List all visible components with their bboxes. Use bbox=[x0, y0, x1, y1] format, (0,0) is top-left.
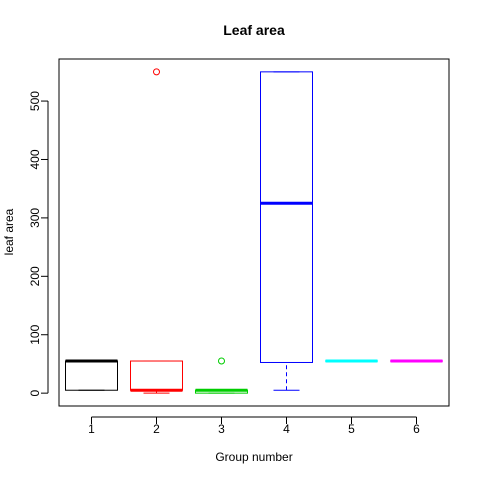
box-group-3 bbox=[195, 357, 248, 394]
box-series bbox=[65, 68, 443, 394]
y-tick-label: 100 bbox=[28, 324, 42, 344]
x-tick-label: 2 bbox=[153, 422, 160, 436]
x-tick-label: 1 bbox=[88, 422, 95, 436]
outlier-point bbox=[153, 68, 160, 76]
x-tick-label: 5 bbox=[348, 422, 355, 436]
y-tick-label: 300 bbox=[28, 208, 42, 228]
box-group-4 bbox=[260, 71, 313, 391]
box bbox=[260, 71, 313, 363]
x-axis-label: Group number bbox=[215, 450, 292, 464]
x-tick-label: 6 bbox=[413, 422, 420, 436]
box bbox=[130, 360, 183, 391]
chart-title: Leaf area bbox=[223, 22, 285, 38]
y-axis-label: leaf area bbox=[2, 208, 16, 255]
y-tick-label: 200 bbox=[28, 266, 42, 286]
y-tick-label: 400 bbox=[28, 149, 42, 169]
x-axis: 1 2 3 4 5 6 bbox=[88, 416, 420, 436]
box-group-1 bbox=[65, 359, 118, 391]
x-tick-label: 4 bbox=[283, 422, 290, 436]
box bbox=[65, 360, 118, 391]
plot-frame bbox=[58, 58, 450, 407]
y-axis: 0 100 200 300 400 500 bbox=[28, 91, 49, 396]
box-group-2 bbox=[130, 68, 183, 394]
y-tick-label: 500 bbox=[28, 91, 42, 111]
y-tick-label: 0 bbox=[28, 389, 42, 396]
outlier-point bbox=[218, 357, 225, 365]
x-tick-label: 3 bbox=[218, 422, 225, 436]
